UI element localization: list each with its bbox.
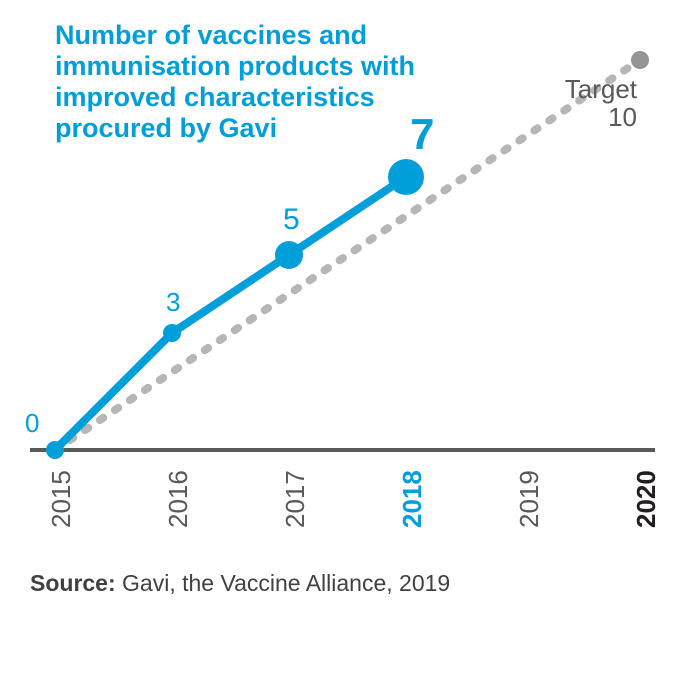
svg-text:10: 10	[608, 102, 637, 132]
svg-text:3: 3	[166, 287, 180, 317]
x-axis-label: 2017	[280, 470, 311, 528]
x-axis-label: 2015	[46, 470, 77, 528]
chart-title: Number of vaccines and immunisation prod…	[55, 20, 485, 144]
svg-text:Target: Target	[565, 74, 638, 104]
chart-container: Number of vaccines and immunisation prod…	[0, 0, 700, 700]
x-axis-label: 2016	[163, 470, 194, 528]
source-text: Gavi, the Vaccine Alliance, 2019	[116, 570, 451, 596]
x-axis-label: 2018	[397, 470, 428, 528]
x-axis-label: 2019	[514, 470, 545, 528]
svg-text:0: 0	[25, 408, 39, 438]
source-caption: Source: Gavi, the Vaccine Alliance, 2019	[30, 570, 450, 597]
x-axis-label: 2020	[631, 470, 662, 528]
source-prefix: Source:	[30, 570, 116, 596]
svg-text:5: 5	[283, 203, 300, 236]
